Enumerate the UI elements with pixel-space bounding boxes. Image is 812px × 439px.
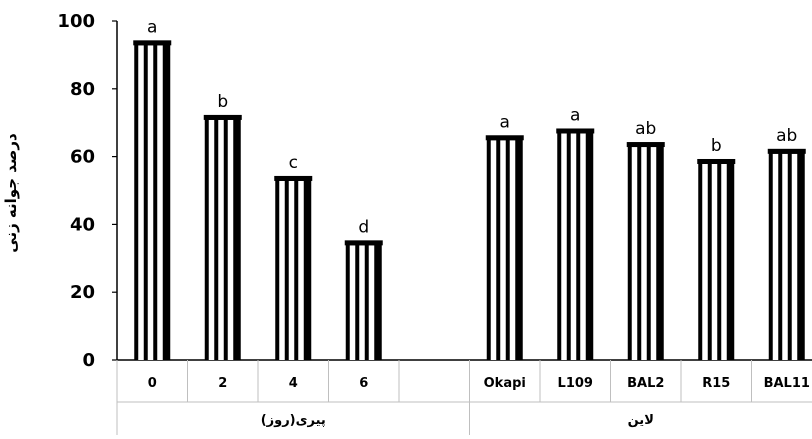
data-label: a bbox=[147, 17, 157, 37]
bar-stripe bbox=[509, 140, 516, 360]
bar-stripe bbox=[711, 163, 718, 360]
data-label: b bbox=[217, 92, 228, 112]
bar-stripe bbox=[359, 245, 365, 360]
bar-stripe bbox=[218, 119, 224, 360]
bar-stripe bbox=[227, 119, 234, 360]
bar-stripe bbox=[702, 163, 708, 360]
bar-stripe bbox=[208, 119, 215, 360]
bar-stripe bbox=[721, 163, 727, 360]
x-tick-label: Okapi bbox=[484, 376, 526, 391]
bar-stripe bbox=[650, 147, 657, 360]
bar-stripe bbox=[490, 140, 497, 360]
data-label: ab bbox=[776, 126, 797, 146]
data-label: a bbox=[570, 105, 580, 125]
bar-stripe bbox=[157, 45, 163, 361]
group-label: پیری(روز) bbox=[261, 413, 326, 428]
bar-cap bbox=[697, 158, 736, 164]
data-label: c bbox=[289, 153, 298, 173]
bar-stripe bbox=[500, 140, 506, 360]
x-tick-label: L109 bbox=[558, 376, 593, 391]
bar-stripe bbox=[570, 133, 577, 360]
x-tick-label: R15 bbox=[702, 376, 730, 391]
data-label: ab bbox=[635, 119, 656, 139]
bar-cap bbox=[133, 40, 172, 46]
bar-stripe bbox=[791, 153, 798, 360]
bar-cap bbox=[626, 142, 665, 148]
y-tick-label: 20 bbox=[70, 282, 95, 303]
bar-stripe bbox=[641, 147, 647, 360]
bar-stripe bbox=[772, 153, 779, 360]
bar-stripe bbox=[580, 133, 586, 360]
y-tick-label: 80 bbox=[70, 79, 95, 100]
bar-cap bbox=[556, 128, 595, 134]
bar-stripe bbox=[782, 153, 788, 360]
bar-stripe bbox=[631, 147, 638, 360]
x-tick-label: 4 bbox=[289, 376, 298, 391]
y-tick-label: 100 bbox=[57, 11, 95, 32]
bar-stripe bbox=[561, 133, 567, 360]
bar-stripe bbox=[288, 180, 295, 360]
bar-stripe bbox=[349, 245, 356, 360]
x-tick-label: BAL2 bbox=[627, 376, 664, 391]
group-label: لاین bbox=[628, 413, 654, 428]
bar-cap bbox=[203, 114, 242, 120]
x-tick-label: 0 bbox=[148, 376, 157, 391]
x-tick-label: 2 bbox=[218, 376, 227, 391]
bar-cap bbox=[274, 175, 313, 181]
bar-stripe bbox=[368, 245, 375, 360]
bar-cap bbox=[767, 148, 806, 154]
bar-stripe bbox=[138, 45, 144, 361]
data-label: b bbox=[711, 136, 722, 156]
y-tick-label: 0 bbox=[82, 350, 95, 371]
data-label: d bbox=[358, 217, 369, 237]
data-label: a bbox=[500, 112, 510, 132]
bar-cap bbox=[485, 135, 524, 141]
bar-stripe bbox=[147, 45, 154, 361]
bar-stripe bbox=[298, 180, 304, 360]
y-tick-label: 60 bbox=[70, 147, 95, 168]
x-tick-label: BAL11 bbox=[764, 376, 810, 391]
y-axis-label: درصد جوانه زنی bbox=[2, 133, 20, 253]
y-tick-label: 40 bbox=[70, 214, 95, 235]
bar-cap bbox=[344, 240, 383, 246]
x-tick-label: 6 bbox=[359, 376, 368, 391]
bar-stripe bbox=[279, 180, 285, 360]
